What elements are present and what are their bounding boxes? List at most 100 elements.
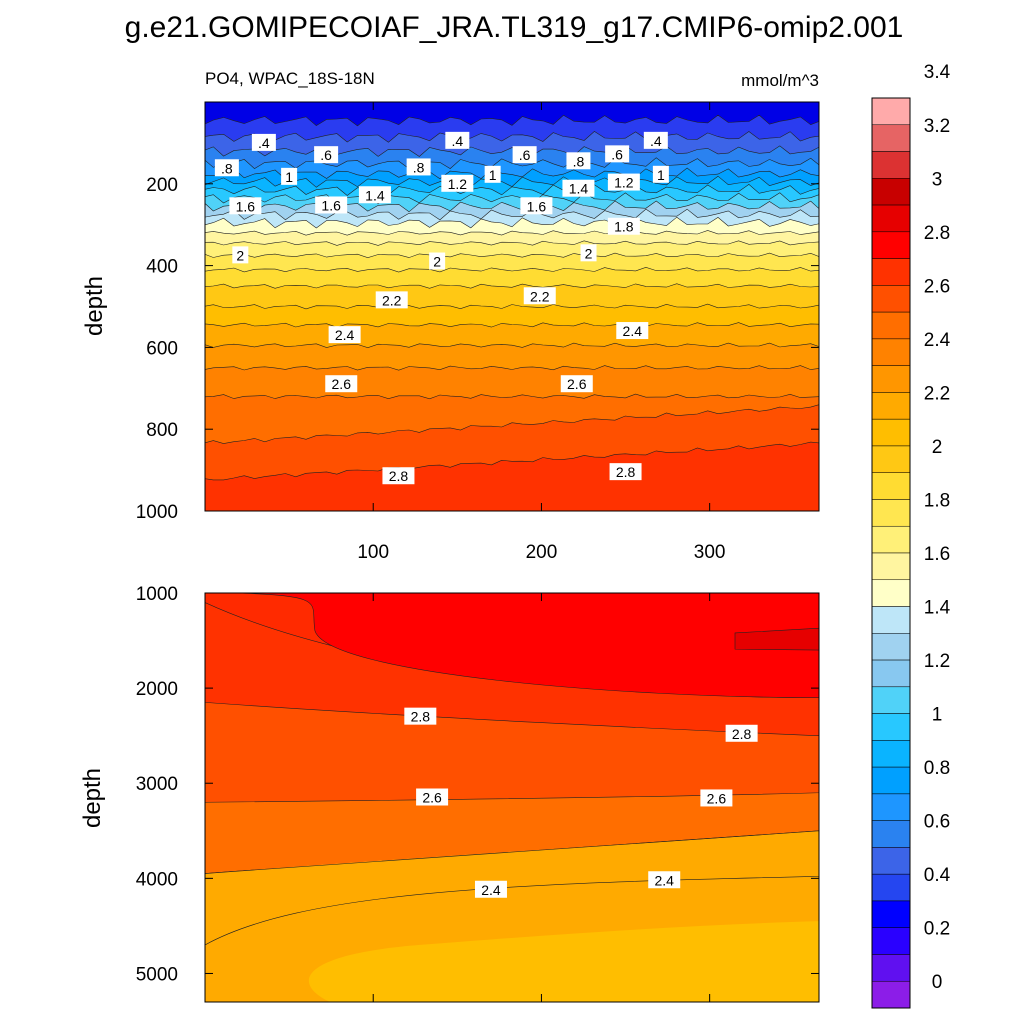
upper-contour-label-box <box>652 165 669 183</box>
upper-contour-label-text: 1 <box>489 167 497 183</box>
colorbar-swatch <box>871 472 911 500</box>
colorbar-label: 1.2 <box>924 651 950 672</box>
upper-contour-label-text: .8 <box>573 153 585 169</box>
upper-contour-line <box>205 266 819 273</box>
lower-contour-band <box>734 627 819 651</box>
upper-contour-label-text: 2.8 <box>616 464 636 480</box>
upper-contour-label-text: .6 <box>320 147 332 163</box>
lower-contour-band <box>205 921 819 1002</box>
upper-contour-line <box>205 441 819 481</box>
colorbar-swatch <box>871 258 911 286</box>
lower-contour-band <box>205 830 819 946</box>
colorbar-swatch <box>871 204 911 233</box>
lower-contour-label-text: 2.6 <box>707 790 727 806</box>
upper-contour-label: 2.8 <box>382 467 415 485</box>
upper-contour-line <box>205 157 819 169</box>
lower-contour-label-box <box>725 724 758 742</box>
upper-y-tick-label: 400 <box>146 257 178 278</box>
upper-contour-label-box <box>566 152 591 170</box>
upper-x-tick-label: 100 <box>357 542 389 563</box>
upper-contour-label-text: 2.6 <box>332 376 352 392</box>
upper-contour-line <box>205 283 819 289</box>
upper-contour-label-text: 1.4 <box>365 187 385 203</box>
upper-contour-line <box>205 114 819 127</box>
colorbar: 0 0.2 0.4 0.6 0.8 1 1.2 1.4 1.6 1.8 2 2.2 2.4 2.6 2.8 3… <box>871 62 951 1009</box>
upper-contour-band <box>205 442 819 511</box>
upper-contour-fills <box>205 102 819 511</box>
upper-contour-label: .4 <box>445 131 470 149</box>
colorbar-swatch <box>871 311 911 340</box>
upper-contour-label-box <box>315 196 348 214</box>
upper-contour-label-text: 2 <box>433 254 441 270</box>
upper-contour-line <box>205 393 819 400</box>
upper-x-tick-label: 200 <box>526 542 558 563</box>
colorbar-label: 3 <box>932 169 943 190</box>
upper-contour-label: 2.6 <box>325 375 358 393</box>
upper-contour-label-box <box>429 252 446 270</box>
upper-contour-label-box <box>609 463 642 481</box>
upper-contour-label-box <box>314 146 339 164</box>
upper-panel: 200 400 600 800 1000 100 200 300 .4 .4 .4 .6 .6 .6 .8… <box>81 101 820 563</box>
colorbar-swatch <box>871 499 911 527</box>
lower-contour-label-text: 2.4 <box>481 882 501 898</box>
colorbar-swatch <box>871 820 911 848</box>
upper-contour-label-text: .6 <box>611 146 623 162</box>
colorbar-swatch <box>871 927 911 955</box>
colorbar-label: 2.2 <box>924 383 950 404</box>
colorbar-swatch <box>871 338 911 366</box>
upper-contour-label: 1.6 <box>315 196 348 214</box>
colorbar-swatch <box>871 606 911 634</box>
upper-contour-line <box>205 216 819 229</box>
lower-contour-label-text: 2.4 <box>655 872 675 888</box>
upper-contour-label-text: .8 <box>221 160 233 176</box>
upper-contour-line <box>205 365 819 371</box>
lower-contour-band <box>234 593 819 698</box>
upper-contour-label: 1.8 <box>607 217 640 235</box>
lower-contour-label: 2.4 <box>648 871 681 889</box>
upper-contour-line <box>205 252 819 259</box>
lower-y-tick-label: 4000 <box>136 869 178 890</box>
upper-plot-frame <box>204 101 820 512</box>
upper-contour-label-text: 1 <box>285 169 293 185</box>
lower-contour-fills <box>205 593 819 1002</box>
colorbar-swatch <box>871 740 911 768</box>
upper-contour-label-text: .4 <box>650 133 662 149</box>
colorbar-label: 0.8 <box>924 758 950 779</box>
upper-contour-label-box <box>325 375 358 393</box>
upper-contour-line <box>205 145 819 157</box>
upper-contour-label: .6 <box>314 146 339 164</box>
lower-contour-label: 2.8 <box>404 707 437 725</box>
upper-contour-line <box>205 404 819 444</box>
upper-contour-label: 2.6 <box>560 375 593 393</box>
colorbar-swatch <box>871 579 911 607</box>
upper-contour-label-box <box>375 291 408 309</box>
colorbar-swatch <box>871 713 911 741</box>
colorbar-swatch <box>871 766 911 795</box>
upper-contour-label-text: 2.4 <box>623 323 643 339</box>
lower-contour-label: 2.6 <box>700 789 733 807</box>
lower-contour-label-box <box>474 880 507 898</box>
upper-contour-label: 2.8 <box>609 463 642 481</box>
colorbar-label: 1.6 <box>924 544 950 565</box>
upper-contour-label: 1.4 <box>358 186 391 204</box>
upper-contour-label: 1 <box>652 165 669 183</box>
lower-axis-ticks: 1000 2000 3000 4000 5000 <box>136 584 819 1002</box>
upper-contour-label: .6 <box>512 146 537 164</box>
upper-contour-label: .4 <box>643 131 668 149</box>
lower-y-axis-title: depth <box>79 768 106 828</box>
colorbar-label: 1.4 <box>924 598 951 619</box>
upper-contour-label-box <box>520 197 553 215</box>
lower-contour-label: 2.8 <box>725 724 758 742</box>
lower-y-tick-label: 5000 <box>136 964 178 985</box>
upper-contour-label: 1 <box>281 167 298 185</box>
colorbar-swatch <box>871 847 911 875</box>
colorbar-label: 1.8 <box>924 490 950 511</box>
colorbar-swatch <box>871 445 911 473</box>
main-title: g.e21.GOMIPECOIAF_JRA.TL319_g17.CMIP6-om… <box>125 11 904 44</box>
colorbar-label: 3.2 <box>924 116 950 137</box>
lower-contour-label-text: 2.6 <box>422 790 442 806</box>
upper-contour-label-text: 2.2 <box>382 292 402 308</box>
colorbar-label: 2 <box>932 437 943 458</box>
upper-contour-label-text: 2 <box>585 245 593 261</box>
